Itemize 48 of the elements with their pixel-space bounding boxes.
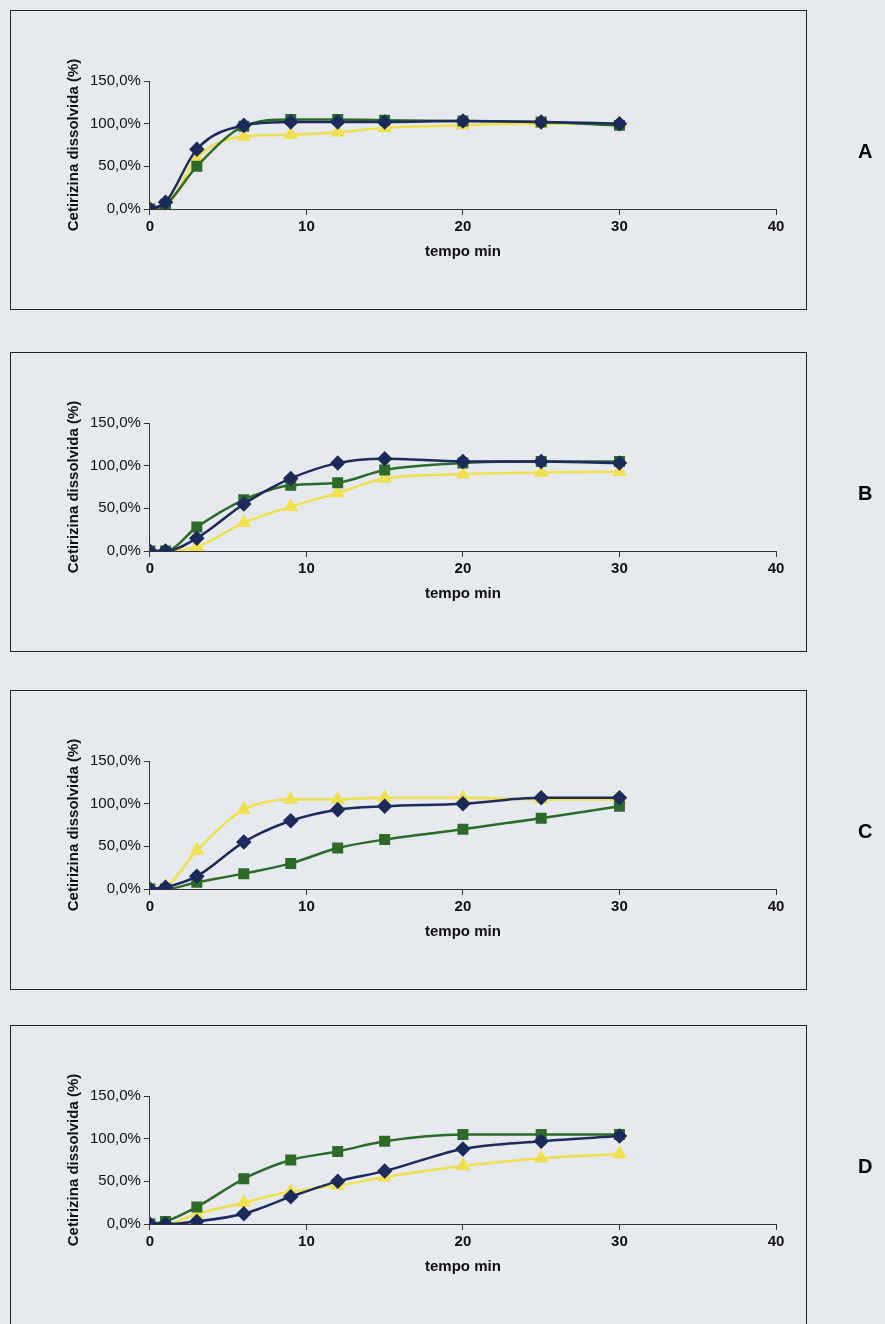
x-tick-label: 0	[145, 217, 155, 235]
y-tick-label: 150,0%	[90, 413, 141, 431]
y-tick-label: 150,0%	[90, 1086, 141, 1104]
y-tick-label: 0,0%	[106, 541, 141, 559]
y-tick-label: 0,0%	[106, 1214, 141, 1232]
y-axis-title: Cetirizina dissolvida (%)	[64, 58, 82, 232]
x-tick-label: 0	[145, 897, 155, 915]
text: A	[858, 140, 873, 163]
x-tick-label: 20	[454, 217, 472, 235]
x-tick-label: 20	[454, 897, 472, 915]
x-tick-label: 20	[454, 1232, 472, 1250]
text: B	[858, 482, 873, 505]
x-tick-label: 30	[611, 217, 628, 235]
x-tick-label: 40	[767, 897, 785, 915]
y-axis-title: Cetirizina dissolvida (%)	[64, 1073, 82, 1247]
y-tick-label: 100,0%	[90, 113, 141, 131]
text: C	[858, 820, 873, 843]
x-tick-label: 30	[611, 1232, 628, 1250]
y-tick-label: 50,0%	[98, 1171, 141, 1189]
x-tick-label: 0	[145, 1232, 155, 1250]
x-axis-title: tempo min	[425, 1257, 501, 1275]
x-axis-title: tempo min	[425, 922, 501, 940]
y-tick-label: 0,0%	[106, 879, 141, 897]
y-tick-label: 100,0%	[90, 455, 141, 473]
y-tick-label: 50,0%	[98, 156, 141, 174]
y-tick-label: 50,0%	[98, 498, 141, 516]
x-axis-title: tempo min	[425, 242, 501, 260]
x-tick-label: 30	[611, 897, 628, 915]
y-tick-label: 150,0%	[90, 751, 141, 769]
text: D	[858, 1155, 873, 1178]
y-tick-label: 50,0%	[98, 836, 141, 854]
x-tick-label: 40	[767, 1232, 785, 1250]
y-tick-label: 0,0%	[106, 199, 141, 217]
x-tick-label: 0	[145, 559, 155, 577]
x-tick-label: 10	[298, 559, 315, 577]
y-tick-label: 100,0%	[90, 1128, 141, 1146]
y-tick-label: 100,0%	[90, 793, 141, 811]
y-axis-title: Cetirizina dissolvida (%)	[64, 738, 82, 912]
y-tick-label: 150,0%	[90, 71, 141, 89]
x-tick-label: 10	[298, 217, 315, 235]
x-tick-label: 40	[767, 559, 785, 577]
x-tick-label: 30	[611, 559, 628, 577]
x-tick-label: 10	[298, 1232, 315, 1250]
x-axis-title: tempo min	[425, 584, 501, 602]
y-axis-title: Cetirizina dissolvida (%)	[64, 400, 82, 574]
x-tick-label: 20	[454, 559, 472, 577]
x-tick-label: 10	[298, 897, 315, 915]
x-tick-label: 40	[767, 217, 785, 235]
